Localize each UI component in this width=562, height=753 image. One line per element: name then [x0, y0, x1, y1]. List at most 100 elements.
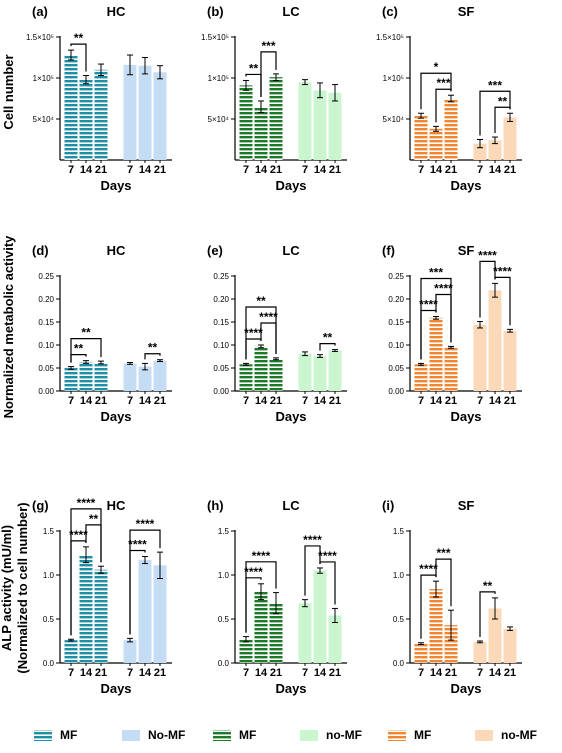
- significance-bracket: [304, 545, 321, 596]
- bar: [503, 628, 517, 663]
- x-tick-label: 21: [504, 395, 516, 407]
- y-tick-label: 0.0: [218, 659, 230, 668]
- bar: [239, 639, 253, 663]
- bar: [269, 77, 283, 160]
- panel-title: SF: [458, 498, 475, 513]
- legend-label: No-MF: [148, 728, 185, 742]
- bar: [64, 640, 78, 663]
- panel-label: (b): [207, 4, 224, 19]
- bar: [488, 140, 502, 160]
- bar: [94, 569, 108, 663]
- legend-label: MF: [239, 728, 256, 742]
- x-tick-label: 21: [154, 395, 166, 407]
- bar: [123, 64, 137, 160]
- significance-bracket: [420, 72, 452, 110]
- bar: [414, 115, 428, 160]
- x-tick-label: 21: [329, 164, 341, 176]
- x-tick-label: 14: [314, 164, 327, 176]
- x-tick-label: 7: [418, 667, 424, 679]
- significance-label: **: [498, 94, 508, 108]
- x-tick-label: 21: [95, 395, 107, 407]
- significance-bracket: [70, 354, 87, 363]
- x-tick-label: 14: [430, 395, 443, 407]
- y-tick-label: 0.00: [213, 387, 229, 396]
- significance-label: **: [81, 326, 91, 340]
- significance-label: ****: [136, 517, 155, 531]
- bar: [414, 364, 428, 391]
- significance-label: *: [434, 60, 439, 74]
- x-tick-label: 21: [329, 395, 341, 407]
- panel-label: (c): [382, 4, 398, 19]
- chart-panel: (d) HC0.000.050.100.150.200.257 14 21 7 14 21D…: [32, 243, 172, 424]
- y-tick-label: 5×10⁴: [33, 115, 55, 124]
- legend-swatch: [388, 730, 406, 741]
- significance-label: **: [249, 61, 259, 75]
- significance-label: **: [89, 512, 99, 526]
- significance-bracket: [260, 51, 277, 97]
- bar: [79, 79, 93, 160]
- bar: [488, 608, 502, 663]
- legend-swatch: [34, 730, 52, 741]
- significance-label: ****: [303, 533, 322, 547]
- panel-label: (g): [32, 498, 49, 513]
- x-tick-label: 7: [477, 395, 483, 407]
- bar: [138, 560, 152, 663]
- significance-label: ****: [259, 310, 278, 324]
- significance-bracket: [479, 90, 511, 136]
- x-tick-label: 21: [270, 667, 282, 679]
- bar: [254, 106, 268, 160]
- y-tick-label: 1.5×10⁵: [26, 33, 54, 42]
- x-tick-label: 14: [489, 164, 502, 176]
- significance-label: ****: [244, 565, 263, 579]
- x-tick-label: 7: [477, 667, 483, 679]
- bar: [138, 366, 152, 391]
- ylabel-cell-number: Cell number: [1, 54, 16, 129]
- significance-bracket: [144, 353, 161, 360]
- x-tick-label: 21: [95, 164, 107, 176]
- x-tick-label: 14: [489, 395, 502, 407]
- bar: [298, 82, 312, 160]
- x-tick-label: 14: [430, 164, 443, 176]
- panel-label: (e): [207, 243, 223, 258]
- legend-swatch: [213, 730, 231, 741]
- x-tick-label: 14: [255, 164, 268, 176]
- significance-bracket: [245, 306, 277, 360]
- x-tick-label: 21: [154, 667, 166, 679]
- y-tick-label: 0.0: [43, 659, 55, 668]
- x-tick-label: 14: [80, 667, 93, 679]
- y-tick-label: 0.05: [388, 364, 404, 373]
- panel-label: (i): [382, 498, 394, 513]
- significance-bracket: [319, 343, 336, 351]
- legend: MF No-MF MF no-MF MF no-MF: [34, 728, 537, 742]
- y-tick-label: 1×10⁵: [33, 74, 54, 83]
- x-tick-label: 21: [504, 667, 516, 679]
- significance-label: ****: [69, 528, 88, 542]
- bar: [444, 347, 458, 391]
- x-tick-label: 14: [430, 667, 443, 679]
- y-tick-label: 0.20: [38, 295, 54, 304]
- panel-label: (h): [207, 498, 224, 513]
- bar: [64, 368, 78, 391]
- y-tick-label: 0.25: [213, 272, 229, 281]
- bar: [94, 69, 108, 160]
- y-tick-label: 1.0: [393, 571, 405, 580]
- chart-panel: (f) SF0.000.050.100.150.200.257 14 21 7 14 21D…: [382, 243, 522, 424]
- bar: [473, 324, 487, 391]
- x-tick-label: 7: [127, 164, 133, 176]
- significance-bracket: [70, 43, 87, 72]
- significance-label: **: [74, 342, 84, 356]
- x-tick-label: 7: [68, 164, 74, 176]
- y-tick-label: 0.10: [388, 341, 404, 350]
- significance-label: ****: [419, 562, 438, 576]
- significance-label: ****: [244, 326, 263, 340]
- x-tick-label: 21: [270, 164, 282, 176]
- x-tick-label: 7: [302, 395, 308, 407]
- x-tick-label: 21: [445, 164, 457, 176]
- bar: [503, 117, 517, 160]
- x-tick-label: 7: [302, 164, 308, 176]
- significance-label: ***: [436, 76, 450, 90]
- significance-bracket: [494, 106, 511, 134]
- legend-label: MF: [414, 728, 431, 742]
